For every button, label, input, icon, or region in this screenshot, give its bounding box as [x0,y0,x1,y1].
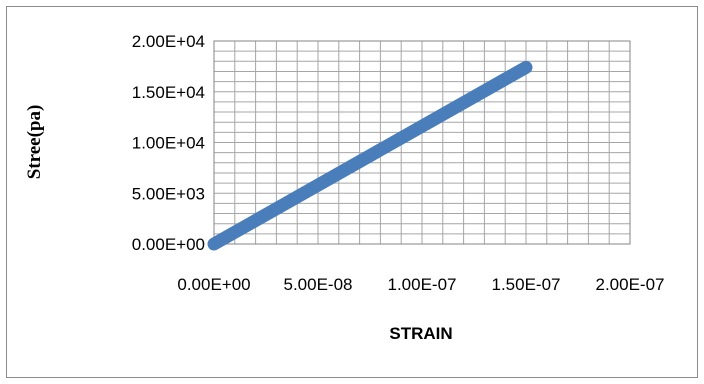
data-series-line [207,60,533,251]
plot-area-border [213,40,631,245]
x-tick-label: 5.00E-08 [284,275,353,294]
x-tick-label: 2.00E-07 [596,275,665,294]
y-tick-label: 1.50E+04 [132,83,205,102]
y-tick-labels: 0.00E+00 5.00E+03 1.00E+04 1.50E+04 2.00E+04 [132,32,205,254]
x-tick-label: 1.00E-07 [388,275,457,294]
y-tick-label: 2.00E+04 [132,32,205,51]
y-tick-label: 1.00E+04 [132,134,205,153]
chart-frame [6,6,698,378]
x-axis-label: STRAIN [389,324,452,343]
x-tick-labels: 0.00E+00 5.00E-08 1.00E-07 1.50E-07 2.00E-07 [177,275,664,294]
x-tick-label: 0.00E+00 [177,275,250,294]
series-group [207,60,533,251]
x-tick-label: 1.50E-07 [492,275,561,294]
y-tick-label: 5.00E+03 [132,184,205,203]
y-tick-label: 0.00E+00 [132,235,205,254]
gridlines [214,41,630,244]
y-axis-label: Stree(pa) [24,105,45,180]
